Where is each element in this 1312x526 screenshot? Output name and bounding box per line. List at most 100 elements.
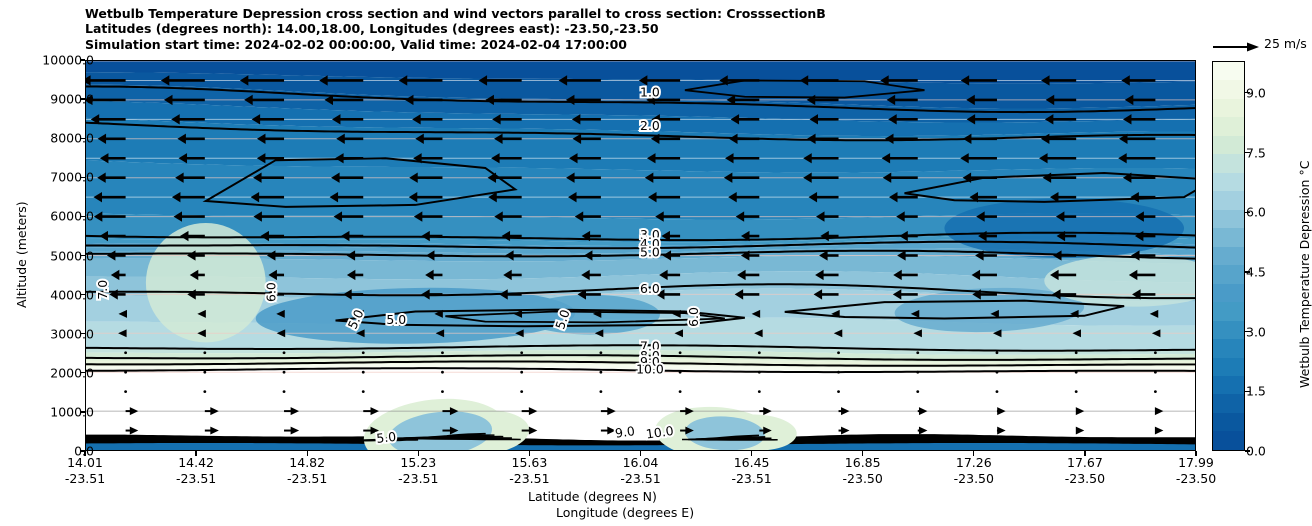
wind-vector [266, 250, 285, 261]
wind-vector [583, 250, 601, 261]
wind-vector [838, 407, 850, 416]
x-axis-tick-mark [639, 451, 642, 456]
wind-vector [1151, 329, 1161, 338]
wind-vector [203, 390, 207, 394]
y-axis-tick-mark [80, 450, 85, 452]
figure-title: Wetbulb Temperature Depression cross sec… [85, 6, 1205, 52]
x-axis-label-latitude: Latitude (degrees N) [528, 489, 657, 504]
wind-vector [881, 153, 918, 164]
wind-vector [1153, 390, 1157, 394]
wind-vector [751, 309, 761, 318]
wind-vector [647, 153, 681, 164]
x-tick-longitude: -23.51 [64, 471, 106, 486]
wind-vector [1122, 172, 1156, 183]
wind-vector [837, 370, 840, 374]
wind-vector [93, 211, 126, 222]
contour-line-1 [86, 85, 1195, 114]
wind-vector [173, 211, 205, 222]
wind-vector [503, 269, 522, 281]
wind-vector [276, 309, 285, 318]
wind-vector [1149, 309, 1159, 318]
contour-line-9 [86, 360, 1195, 367]
x-tick-latitude: 14.42 [178, 455, 214, 470]
y-axis-tick-mark [80, 59, 85, 61]
wind-vector [175, 172, 205, 183]
contour-fill-patch [255, 287, 576, 344]
contour-label: 5.0 [345, 307, 367, 331]
colorbar-band [1213, 154, 1244, 173]
wind-vector [833, 329, 843, 338]
wind-vector [505, 250, 522, 261]
wind-vector [97, 133, 126, 144]
contour-label-halo: 6.0 [640, 281, 660, 296]
wind-vector [361, 370, 365, 374]
wind-vector [413, 153, 443, 164]
colorbar[interactable] [1212, 61, 1245, 451]
colorbar-band [1213, 62, 1244, 81]
wind-vector [916, 370, 920, 374]
wind-vector [754, 329, 763, 338]
wind-vector [566, 172, 601, 183]
contour-label: 5.0 [376, 429, 397, 446]
wind-vector [435, 329, 445, 338]
wind-vector [160, 75, 205, 86]
wind-vector [990, 309, 999, 318]
colorbar-band [1213, 98, 1244, 118]
colorbar-tick-label: 3.0 [1246, 324, 1266, 340]
wind-vector [363, 407, 380, 416]
x-axis-tick-label: 14.01 -23.51 [65, 455, 105, 487]
wind-vector [282, 370, 286, 374]
wind-vector [494, 211, 522, 222]
wind-vector [346, 250, 364, 261]
wind-vector [253, 172, 285, 183]
wind-vector [501, 230, 522, 242]
wind-vector [728, 191, 760, 203]
wind-vector [109, 289, 126, 300]
wind-vector [966, 94, 997, 106]
colorbar-band [1213, 135, 1244, 155]
contour-loop [445, 310, 725, 324]
wind-vector [442, 426, 459, 435]
contour-label: 5.0 [640, 245, 660, 260]
cross-section-plot[interactable]: 1.0 1.0 2.0 2.0 3.0 3.0 4.0 4.0 5.0 5.0 6.0 6.0 7.0 7… [85, 60, 1196, 451]
wind-vector [282, 390, 286, 394]
wind-vector [409, 172, 443, 183]
wind-vector [1122, 114, 1156, 125]
x-axis-tick-label: 14.42 -23.51 [176, 455, 216, 487]
wind-vector [995, 351, 999, 355]
contour-fill-patch [944, 198, 1185, 259]
contour-label: 7.0 [640, 338, 660, 353]
wind-vector [1044, 114, 1077, 125]
contour-label: 9.0 [614, 423, 636, 441]
contour-fill-band [86, 100, 1195, 137]
wind-vector [1039, 153, 1077, 164]
x-axis-tick-label: 16.45 -23.51 [731, 455, 771, 487]
wind-vector [678, 351, 682, 355]
wind-vector [86, 75, 126, 86]
colorbar-band [1213, 431, 1244, 450]
wind-vector [809, 114, 839, 125]
contour-fill-patch [1044, 254, 1195, 307]
contour-label: 9.0 [640, 354, 660, 369]
wind-vector [1128, 269, 1156, 281]
wind-vector [520, 370, 524, 374]
wind-vector [513, 309, 523, 318]
wind-vector [99, 230, 126, 242]
wind-vector [885, 133, 918, 144]
wind-vector [680, 426, 694, 435]
colorbar-band [1213, 117, 1244, 136]
wind-vector [815, 269, 839, 281]
wind-vector [340, 230, 364, 242]
wind-vector [421, 289, 443, 300]
wind-vector [1052, 289, 1077, 300]
x-axis-tick-mark [862, 451, 864, 456]
x-axis-tick-label: 14.82 -23.51 [287, 455, 327, 487]
x-axis-tick-label: 17.99 -23.50 [1176, 455, 1216, 487]
y-axis-tick-mark [80, 254, 85, 257]
contour-label: 10.0 [636, 361, 664, 376]
wind-vector [803, 172, 839, 183]
wind-vector [1135, 211, 1156, 222]
y-axis-tick-label: 9000.0 [50, 91, 94, 107]
wind-vector [816, 211, 839, 222]
wind-vector [1132, 289, 1156, 300]
